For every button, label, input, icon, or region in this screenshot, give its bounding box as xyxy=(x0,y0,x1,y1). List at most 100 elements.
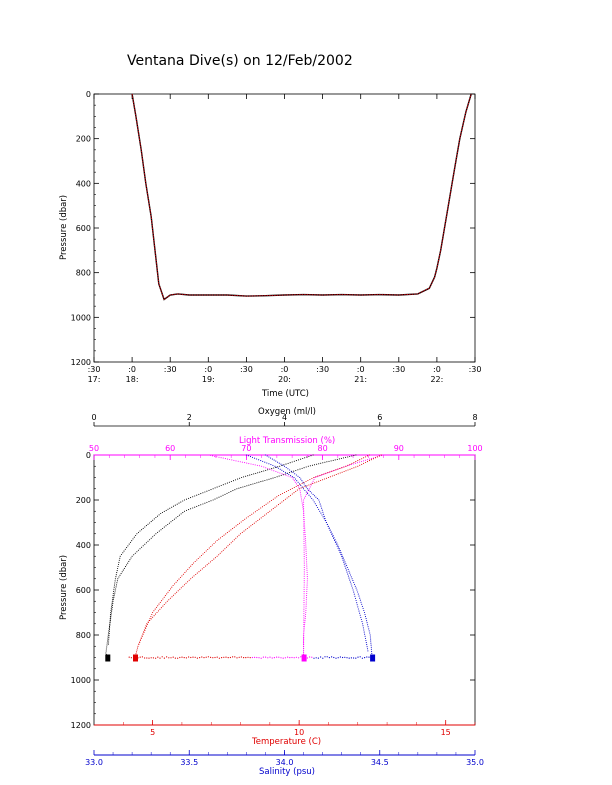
oxygen-profile-dot xyxy=(250,484,251,485)
oxygen-profile-dot xyxy=(132,556,133,557)
transmission-profile-dot xyxy=(231,459,232,460)
oxygen-profile-dot xyxy=(108,641,109,642)
temperature-profile-dot xyxy=(259,519,260,520)
salinity-profile-dot xyxy=(329,528,330,529)
oxygen-profile-dot xyxy=(219,486,220,487)
salinity-profile-dot xyxy=(363,608,364,609)
oxygen-profile-dot xyxy=(347,456,348,457)
bottom-transit-dot xyxy=(285,657,286,658)
temperature-profile-dot xyxy=(138,644,139,645)
salinity-tick-label: 34.0 xyxy=(276,758,294,767)
salinity-profile-dot xyxy=(371,647,372,648)
bottom-y-tick-label: 1000 xyxy=(71,676,91,685)
bottom-transit-dot xyxy=(252,657,253,658)
oxygen-profile-dot xyxy=(194,495,195,496)
salinity-profile-dot xyxy=(305,485,306,486)
transmission-profile-dot xyxy=(304,576,305,577)
bottom-transit-dot xyxy=(366,656,367,657)
temperature-profile-dot xyxy=(161,600,162,601)
salinity-profile-dot xyxy=(322,512,323,513)
temperature-profile-dot xyxy=(334,475,335,476)
salinity-profile-dot xyxy=(366,642,367,643)
bottom-transit-dot xyxy=(307,657,308,658)
oxygen-profile-dot xyxy=(296,460,297,461)
oxygen-profile-dot xyxy=(111,611,112,612)
top-x-tick-minute-label: :0 xyxy=(204,365,212,374)
oxygen-profile-dot xyxy=(220,496,221,497)
oxygen-profile-dot xyxy=(251,474,252,475)
salinity-profile-dot xyxy=(367,650,368,651)
salinity-profile-dot xyxy=(340,554,341,555)
oxygen-profile-dot xyxy=(318,463,319,464)
salinity-profile-dot xyxy=(370,641,371,642)
oxygen-profile-dot xyxy=(310,455,311,456)
oxygen-profile-dot xyxy=(270,478,271,479)
temperature-profile-dot xyxy=(373,458,374,459)
bottom-transit-dot xyxy=(294,657,295,658)
oxygen-profile-dot xyxy=(314,464,315,465)
transmission-profile-dot xyxy=(303,541,304,542)
bottom-transit-dot xyxy=(267,657,268,658)
temperature-profile-dot xyxy=(361,464,362,465)
temperature-profile-dot xyxy=(198,571,199,572)
oxygen-profile-dot xyxy=(157,532,158,533)
temperature-profile-dot xyxy=(262,506,263,507)
transmission-profile-dot xyxy=(306,557,307,558)
temperature-profile-dot xyxy=(318,481,319,482)
bottom-transit-dot xyxy=(296,657,297,658)
salinity-profile-dot xyxy=(369,632,370,633)
top-x-tick-hour-label: 18: xyxy=(126,375,139,384)
oxygen-profile-dot xyxy=(112,603,113,604)
oxygen-profile-dot xyxy=(126,547,127,548)
temperature-profile-dot xyxy=(249,515,250,516)
transmission-profile-dot xyxy=(307,574,308,575)
temperature-profile-dot xyxy=(261,517,262,518)
oxygen-profile-dot xyxy=(279,476,280,477)
temperature-profile-dot xyxy=(185,583,186,584)
salinity-profile-dot xyxy=(368,626,369,627)
transmission-profile-dot xyxy=(225,458,226,459)
transmission-profile-dot xyxy=(303,508,304,509)
oxygen-profile-dot xyxy=(343,457,344,458)
salinity-profile-dot xyxy=(349,580,350,581)
salinity-profile-dot xyxy=(367,624,368,625)
temperature-profile-dot xyxy=(321,474,322,475)
temperature-profile-dot xyxy=(151,618,152,619)
salinity-profile-dot xyxy=(248,455,249,456)
oxygen-profile-dot xyxy=(115,576,116,577)
temperature-profile-dot xyxy=(143,634,144,635)
oxygen-profile-dot xyxy=(312,465,313,466)
salinity-tick-label: 34.5 xyxy=(371,758,389,767)
temperature-profile-dot xyxy=(198,558,199,559)
dive-pressure-chart: 020040060080010001200 :3017::018::30:019… xyxy=(59,90,481,399)
salinity-profile-dot xyxy=(360,617,361,618)
salinity-profile-dot xyxy=(370,639,371,640)
temperature-profile-dot xyxy=(283,500,284,501)
salinity-profile-dot xyxy=(283,471,284,472)
temperature-profile-dot xyxy=(363,463,364,464)
oxygen-profile-dot xyxy=(229,482,230,483)
salinity-profile-dot xyxy=(362,606,363,607)
temperature-profile-dot xyxy=(282,493,283,494)
oxygen-profile-dot xyxy=(107,636,108,637)
temperature-profile-dot xyxy=(322,479,323,480)
temperature-profile-dot xyxy=(166,593,167,594)
oxygen-profile-dot xyxy=(277,466,278,467)
transmission-profile-dot xyxy=(303,611,304,612)
transmission-profile-dot xyxy=(253,464,254,465)
temperature-profile-dot xyxy=(209,547,210,548)
transmission-profile-dot xyxy=(306,555,307,556)
transmission-profile-dot xyxy=(305,612,306,613)
transmission-profile-dot xyxy=(304,571,305,572)
temperature-profile-dot xyxy=(235,538,236,539)
oxygen-profile-dot xyxy=(337,459,338,460)
oxygen-profile-dot xyxy=(127,563,128,564)
temperature-profile-dot xyxy=(152,612,153,613)
temperature-profile-dot xyxy=(266,504,267,505)
bottom-transit-dot xyxy=(276,657,277,658)
transmission-profile-dot xyxy=(305,549,306,550)
oxygen-profile-dot xyxy=(244,486,245,487)
oxygen-profile-dot xyxy=(175,505,176,506)
salinity-profile-dot xyxy=(355,586,356,587)
temperature-profile-dot xyxy=(218,554,219,555)
